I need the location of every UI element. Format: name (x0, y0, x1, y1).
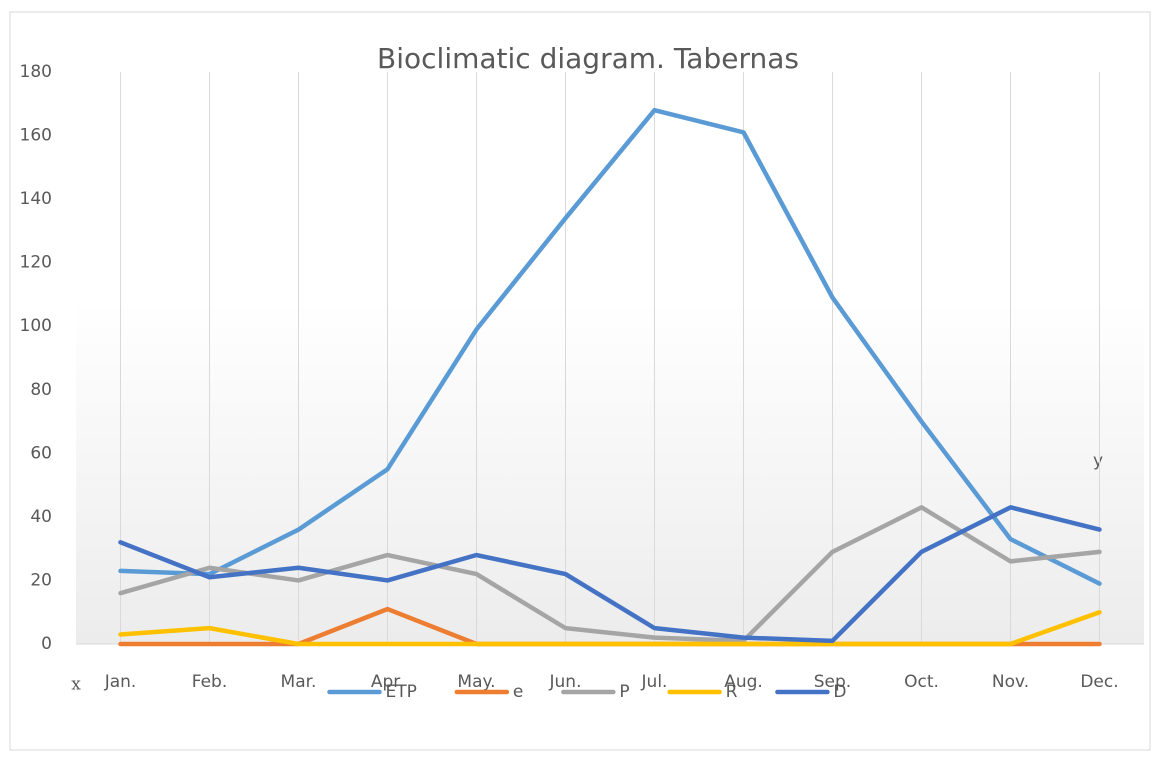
chart-title: Bioclimatic diagram. Tabernas (377, 42, 799, 75)
data-line (118, 609, 1102, 647)
x-tick-label: Aug. (724, 672, 763, 692)
x-tick-label: Jan. (104, 672, 137, 692)
x-tick-label: Sep. (814, 672, 851, 692)
x-tick-label: Dec. (1080, 672, 1118, 692)
y-tick-label: 60 (30, 443, 52, 463)
x-tick-label: Oct. (904, 672, 939, 692)
legend-label: R (726, 682, 738, 702)
x-tick-label: May. (457, 672, 495, 692)
x-tick-label: Mar. (281, 672, 317, 692)
y-tick-label: 180 (20, 62, 52, 82)
y-tick-label: 80 (30, 380, 52, 400)
data-line (118, 505, 1102, 644)
x-tick-label: Nov. (992, 672, 1029, 692)
data-line (118, 107, 1102, 586)
plot-area (76, 72, 1144, 644)
legend-label: D (833, 682, 846, 702)
y-tick-label: 120 (20, 253, 52, 273)
legend-label: e (513, 682, 523, 702)
y-tick-label: 0 (41, 634, 52, 654)
annotation: x (71, 675, 81, 695)
x-tick-label: Apr. (371, 672, 404, 692)
y-tick-label: 20 (30, 570, 52, 590)
y-tick-label: 100 (20, 316, 52, 336)
annotation: y (1093, 451, 1103, 471)
data-line (118, 505, 1102, 644)
y-tick-label: 40 (30, 507, 52, 527)
x-tick-label: Jun. (549, 672, 582, 692)
x-tick-label: Jul. (641, 672, 668, 692)
y-tick-label: 140 (20, 189, 52, 209)
legend-label: P (619, 682, 629, 702)
y-tick-label: 160 (20, 126, 52, 146)
x-tick-label: Feb. (192, 672, 228, 692)
legend-label: ETP (385, 682, 416, 702)
